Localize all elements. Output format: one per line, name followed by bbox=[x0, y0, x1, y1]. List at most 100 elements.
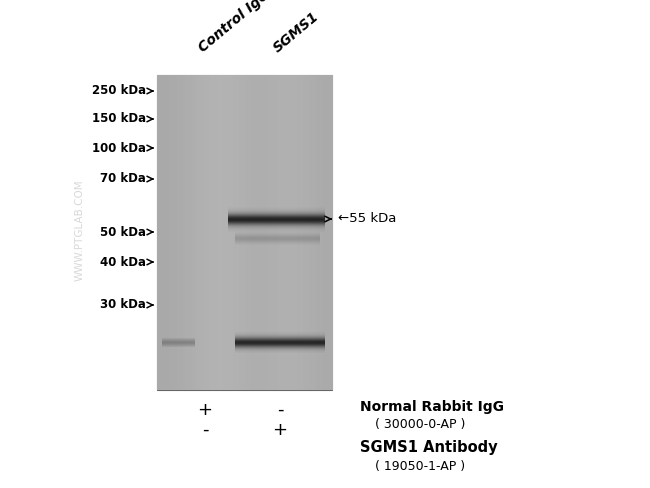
Text: ←55 kDa: ←55 kDa bbox=[338, 212, 396, 225]
Text: 250 kDa: 250 kDa bbox=[92, 84, 146, 98]
Text: ( 19050-1-AP ): ( 19050-1-AP ) bbox=[375, 460, 465, 473]
Bar bbox=[262, 75, 265, 390]
Bar bbox=[235, 346, 325, 347]
Bar bbox=[230, 75, 233, 390]
Bar bbox=[315, 75, 318, 390]
Text: SGMS1 Antibody: SGMS1 Antibody bbox=[360, 440, 498, 455]
Bar bbox=[235, 351, 325, 352]
Bar bbox=[288, 75, 292, 390]
Bar bbox=[228, 225, 325, 226]
Bar bbox=[235, 341, 325, 342]
Text: 40 kDa: 40 kDa bbox=[100, 256, 146, 268]
Bar bbox=[250, 75, 254, 390]
Bar bbox=[235, 331, 325, 332]
Bar bbox=[162, 339, 195, 340]
Text: 150 kDa: 150 kDa bbox=[92, 113, 146, 125]
Bar bbox=[228, 230, 325, 231]
Bar bbox=[162, 344, 195, 345]
Bar bbox=[300, 75, 304, 390]
Bar bbox=[235, 333, 325, 334]
Bar bbox=[242, 75, 245, 390]
Bar bbox=[277, 75, 280, 390]
Bar bbox=[180, 75, 184, 390]
Bar bbox=[235, 349, 325, 350]
Text: 70 kDa: 70 kDa bbox=[100, 172, 146, 185]
Bar bbox=[233, 75, 236, 390]
Bar bbox=[268, 75, 271, 390]
Bar bbox=[235, 239, 320, 240]
Bar bbox=[309, 75, 312, 390]
Bar bbox=[236, 75, 239, 390]
Bar bbox=[235, 243, 320, 244]
Bar bbox=[248, 75, 251, 390]
Bar bbox=[213, 75, 216, 390]
Bar bbox=[326, 75, 330, 390]
Bar bbox=[162, 342, 195, 343]
Text: +: + bbox=[272, 421, 287, 439]
Bar bbox=[228, 211, 325, 212]
Bar bbox=[235, 236, 320, 237]
Bar bbox=[198, 75, 202, 390]
Bar bbox=[228, 218, 325, 219]
Bar bbox=[235, 336, 325, 337]
Text: Control IgG: Control IgG bbox=[196, 0, 273, 55]
Bar bbox=[227, 75, 230, 390]
Bar bbox=[218, 75, 222, 390]
Bar bbox=[228, 223, 325, 224]
Bar bbox=[228, 215, 325, 216]
Bar bbox=[228, 209, 325, 210]
Bar bbox=[162, 341, 195, 342]
Bar bbox=[201, 75, 204, 390]
Text: -: - bbox=[202, 421, 208, 439]
Text: 30 kDa: 30 kDa bbox=[100, 299, 146, 311]
Bar bbox=[244, 75, 248, 390]
Bar bbox=[235, 339, 325, 340]
Bar bbox=[228, 216, 325, 217]
Bar bbox=[228, 219, 325, 220]
Bar bbox=[235, 347, 325, 348]
Bar bbox=[311, 75, 315, 390]
Bar bbox=[228, 227, 325, 228]
Bar bbox=[306, 75, 309, 390]
Bar bbox=[228, 210, 325, 211]
Bar bbox=[235, 233, 320, 235]
Bar bbox=[235, 338, 325, 339]
Bar bbox=[235, 344, 325, 345]
Bar bbox=[297, 75, 300, 390]
Bar bbox=[228, 206, 325, 207]
Bar bbox=[160, 75, 163, 390]
Bar bbox=[235, 235, 320, 236]
Bar bbox=[235, 345, 325, 346]
Bar bbox=[303, 75, 306, 390]
Text: 100 kDa: 100 kDa bbox=[92, 142, 146, 155]
Bar bbox=[162, 345, 195, 346]
Bar bbox=[162, 343, 195, 344]
Bar bbox=[215, 75, 219, 390]
Bar bbox=[228, 229, 325, 230]
Bar bbox=[177, 75, 181, 390]
Text: ( 30000-0-AP ): ( 30000-0-AP ) bbox=[375, 418, 465, 431]
Bar bbox=[168, 75, 172, 390]
Bar bbox=[235, 241, 320, 242]
Bar bbox=[265, 75, 268, 390]
Bar bbox=[329, 75, 333, 390]
Bar bbox=[228, 228, 325, 229]
Bar bbox=[209, 75, 213, 390]
Bar bbox=[228, 207, 325, 208]
Bar bbox=[186, 75, 190, 390]
Text: -: - bbox=[277, 401, 283, 419]
Bar bbox=[235, 237, 320, 238]
Bar bbox=[235, 231, 320, 232]
Bar bbox=[317, 75, 321, 390]
Bar bbox=[228, 217, 325, 218]
Bar bbox=[239, 75, 242, 390]
Bar bbox=[162, 338, 195, 339]
Bar bbox=[235, 238, 320, 239]
Bar bbox=[235, 242, 320, 243]
Bar bbox=[285, 75, 289, 390]
Bar bbox=[189, 75, 192, 390]
Bar bbox=[228, 220, 325, 221]
Bar bbox=[203, 75, 207, 390]
Bar bbox=[228, 214, 325, 215]
Bar bbox=[228, 226, 325, 227]
